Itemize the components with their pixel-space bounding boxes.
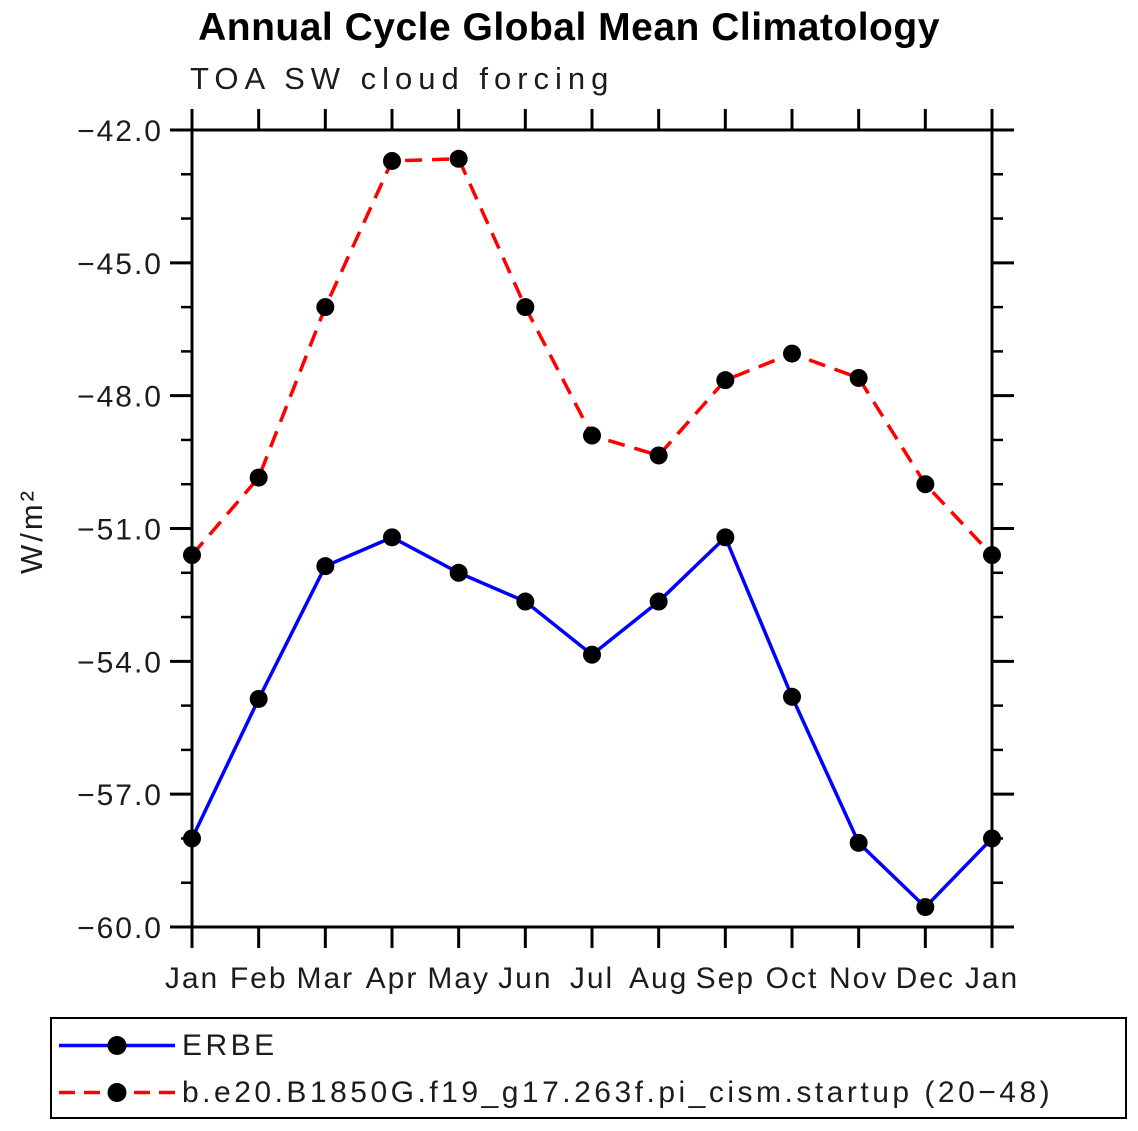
svg-text:−45.0: −45.0 [77, 248, 163, 281]
svg-text:Jan: Jan [165, 962, 219, 995]
svg-text:Apr: Apr [366, 962, 419, 995]
svg-text:Jul: Jul [570, 962, 614, 995]
legend-line-sample-solid [59, 1036, 175, 1055]
svg-text:Dec: Dec [896, 962, 955, 995]
legend-item-erbe: ERBE [52, 1022, 1125, 1069]
svg-text:Feb: Feb [230, 962, 288, 995]
svg-text:Oct: Oct [766, 962, 819, 995]
svg-text:−42.0: −42.0 [77, 115, 163, 148]
svg-text:−48.0: −48.0 [77, 381, 163, 414]
svg-text:−60.0: −60.0 [77, 912, 163, 945]
legend-item-model: b.e20.B1850G.f19_g17.263f.pi_cism.startu… [52, 1069, 1125, 1116]
svg-text:May: May [427, 962, 490, 995]
legend-box: ERBE b.e20.B1850G.f19_g17.263f.pi_cism.s… [50, 1017, 1127, 1119]
svg-text:Nov: Nov [829, 962, 888, 995]
svg-text:Aug: Aug [629, 962, 688, 995]
svg-text:Sep: Sep [696, 962, 755, 995]
svg-text:Jun: Jun [498, 962, 552, 995]
chart-title: Annual Cycle Global Mean Climatology [198, 6, 940, 49]
svg-text:Mar: Mar [296, 962, 354, 995]
legend-label-model: b.e20.B1850G.f19_g17.263f.pi_cism.startu… [182, 1075, 1054, 1109]
svg-text:Jan: Jan [965, 962, 1019, 995]
legend-label-erbe: ERBE [182, 1028, 278, 1062]
svg-text:−57.0: −57.0 [77, 779, 163, 812]
legend-line-sample-dashed [59, 1083, 175, 1102]
svg-text:−54.0: −54.0 [77, 646, 163, 679]
chart-subtitle: TOA SW cloud forcing [190, 61, 615, 96]
svg-text:−51.0: −51.0 [77, 514, 163, 547]
